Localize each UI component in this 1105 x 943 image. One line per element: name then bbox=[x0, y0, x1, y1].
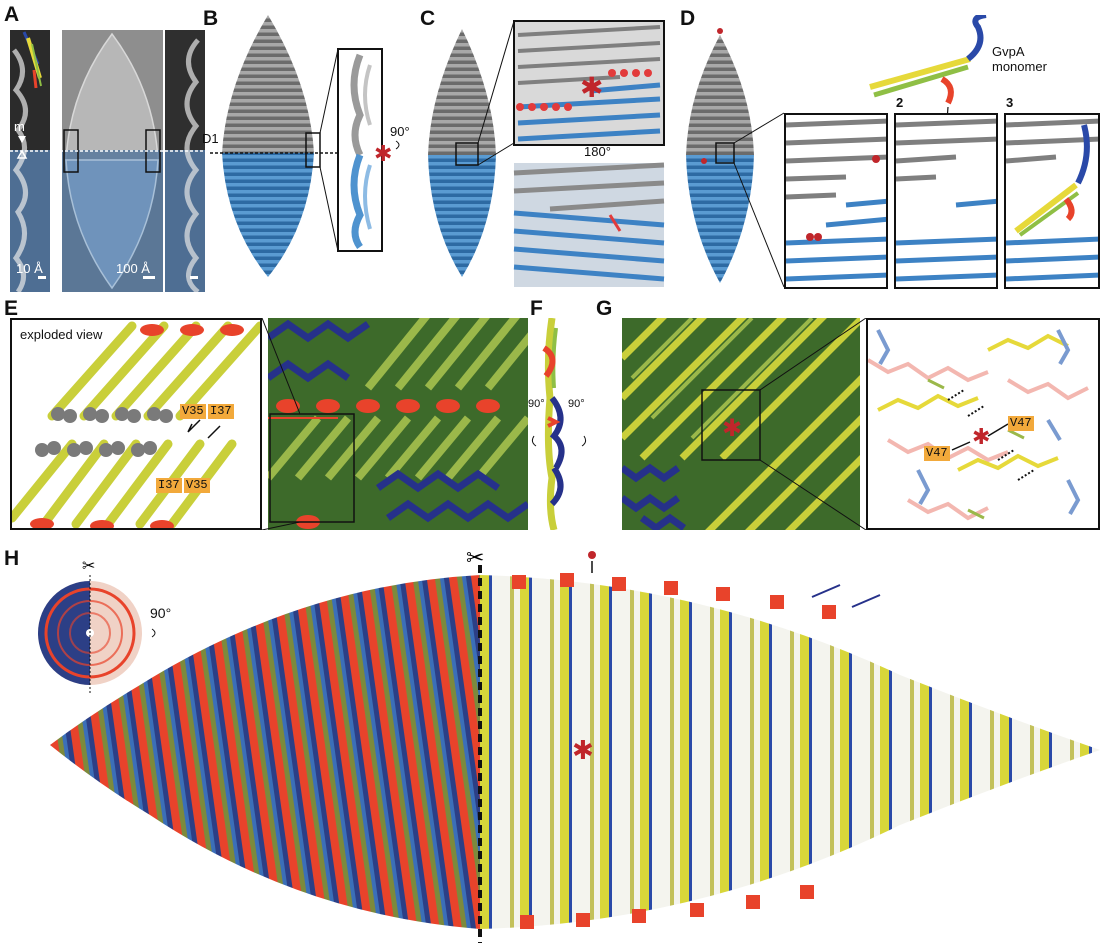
panel-d-step-2-drawing bbox=[896, 118, 996, 282]
panel-a-scale-10: 10 Å bbox=[16, 261, 43, 276]
panel-c-angle: 180° bbox=[584, 144, 611, 159]
panel-e-tag-v35-top: V35 bbox=[180, 404, 206, 419]
panel-label-c: C bbox=[420, 7, 436, 30]
panel-g-tag-v47-left: V47 bbox=[924, 446, 950, 461]
panel-d-step-3 bbox=[1004, 113, 1100, 289]
panel-f-angle-right: 90° bbox=[568, 398, 585, 410]
panel-a-micrographs bbox=[10, 30, 205, 292]
panel-e-lattice bbox=[268, 318, 528, 530]
svg-text:✱: ✱ bbox=[580, 71, 603, 104]
svg-text:✱: ✱ bbox=[722, 414, 742, 442]
panel-label-g: G bbox=[596, 297, 613, 320]
panel-d-step-3-num: 3 bbox=[1006, 95, 1014, 110]
panel-e-exploded-drawing bbox=[12, 321, 260, 528]
panel-g-tag-v47-right: V47 bbox=[1008, 416, 1034, 431]
panel-f-angle-left: 90° bbox=[528, 398, 545, 410]
panel-e-tag-i37-bottom: I37 bbox=[156, 478, 182, 493]
panel-c: ✱ 180° bbox=[420, 15, 670, 295]
panel-d-step-1-drawing bbox=[786, 118, 886, 282]
svg-text:✱: ✱ bbox=[972, 425, 990, 450]
panel-a: m 10 Å 100 Å bbox=[10, 30, 205, 292]
panel-g: ✱ ✱ V47 V47 bbox=[622, 318, 1100, 530]
panel-f: 90° 90° bbox=[528, 318, 590, 530]
panel-g-atomic-inset: ✱ V47 V47 bbox=[866, 318, 1100, 530]
panel-e-tag-v35-bottom: V35 bbox=[184, 478, 210, 493]
panel-d: GvpA monomer 1 2 3 bbox=[680, 15, 1100, 295]
panel-e-exploded-label: exploded view bbox=[20, 327, 103, 342]
panel-d-step-2-num: 2 bbox=[896, 95, 904, 110]
panel-c-vesicle: ✱ bbox=[428, 20, 665, 287]
panel-e-lattice-drawing bbox=[268, 318, 528, 529]
panel-b-d1-label: D1 bbox=[202, 131, 219, 146]
panel-g-zoom-lines bbox=[760, 318, 867, 530]
panel-b-vesicle: ✱ bbox=[210, 15, 400, 277]
panel-b: ✱ D1 90° bbox=[202, 15, 420, 295]
panel-label-d: D bbox=[680, 7, 696, 30]
panel-g-atomic-drawing: ✱ bbox=[868, 329, 1089, 521]
panel-f-monomer bbox=[531, 318, 587, 530]
panel-d-step-1: 1 bbox=[784, 113, 888, 289]
panel-e-exploded-inset: exploded view V35 I37 I37 V35 bbox=[10, 318, 262, 530]
svg-text:✱: ✱ bbox=[374, 142, 392, 167]
panel-g-lattice-drawing: ✱ bbox=[622, 318, 860, 530]
panel-e-tag-i37-top: I37 bbox=[208, 404, 234, 419]
panel-label-f: F bbox=[530, 297, 543, 320]
panel-h-vesicle: ✂ ✱ ✂ bbox=[38, 546, 1100, 943]
panel-d-step-3-drawing bbox=[1006, 118, 1098, 282]
panel-a-m-label: m bbox=[14, 119, 25, 134]
panel-label-b: B bbox=[203, 7, 219, 30]
panel-label-h: H bbox=[4, 547, 20, 570]
panel-label-e: E bbox=[4, 297, 19, 320]
panel-d-monomer-label: GvpA monomer bbox=[992, 44, 1047, 74]
panel-e-zoom-lines bbox=[261, 318, 300, 530]
panel-d-step-2 bbox=[894, 113, 998, 289]
svg-text:✱: ✱ bbox=[572, 736, 594, 766]
panel-a-scale-100: 100 Å bbox=[116, 261, 150, 276]
panel-h-angle: 90° bbox=[150, 605, 172, 621]
svg-text:✂: ✂ bbox=[466, 546, 484, 571]
svg-text:✂: ✂ bbox=[82, 556, 95, 575]
panel-g-lattice: ✱ bbox=[622, 318, 860, 530]
panel-h: ✂ ✱ ✂ 90° bbox=[0, 545, 1105, 943]
panel-label-a: A bbox=[4, 3, 20, 26]
panel-b-angle: 90° bbox=[390, 124, 410, 139]
panel-e: exploded view V35 I37 I37 V35 bbox=[10, 318, 528, 530]
